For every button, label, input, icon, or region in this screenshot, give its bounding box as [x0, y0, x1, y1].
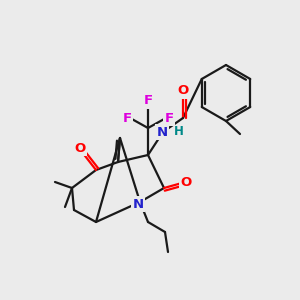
Text: H: H: [174, 125, 184, 138]
Text: N: N: [156, 125, 168, 139]
Text: F: F: [143, 94, 153, 107]
Text: F: F: [122, 112, 132, 124]
Text: F: F: [164, 112, 174, 124]
Text: N: N: [132, 197, 144, 211]
Text: O: O: [177, 85, 189, 98]
Text: O: O: [74, 142, 86, 154]
Text: O: O: [180, 176, 192, 190]
